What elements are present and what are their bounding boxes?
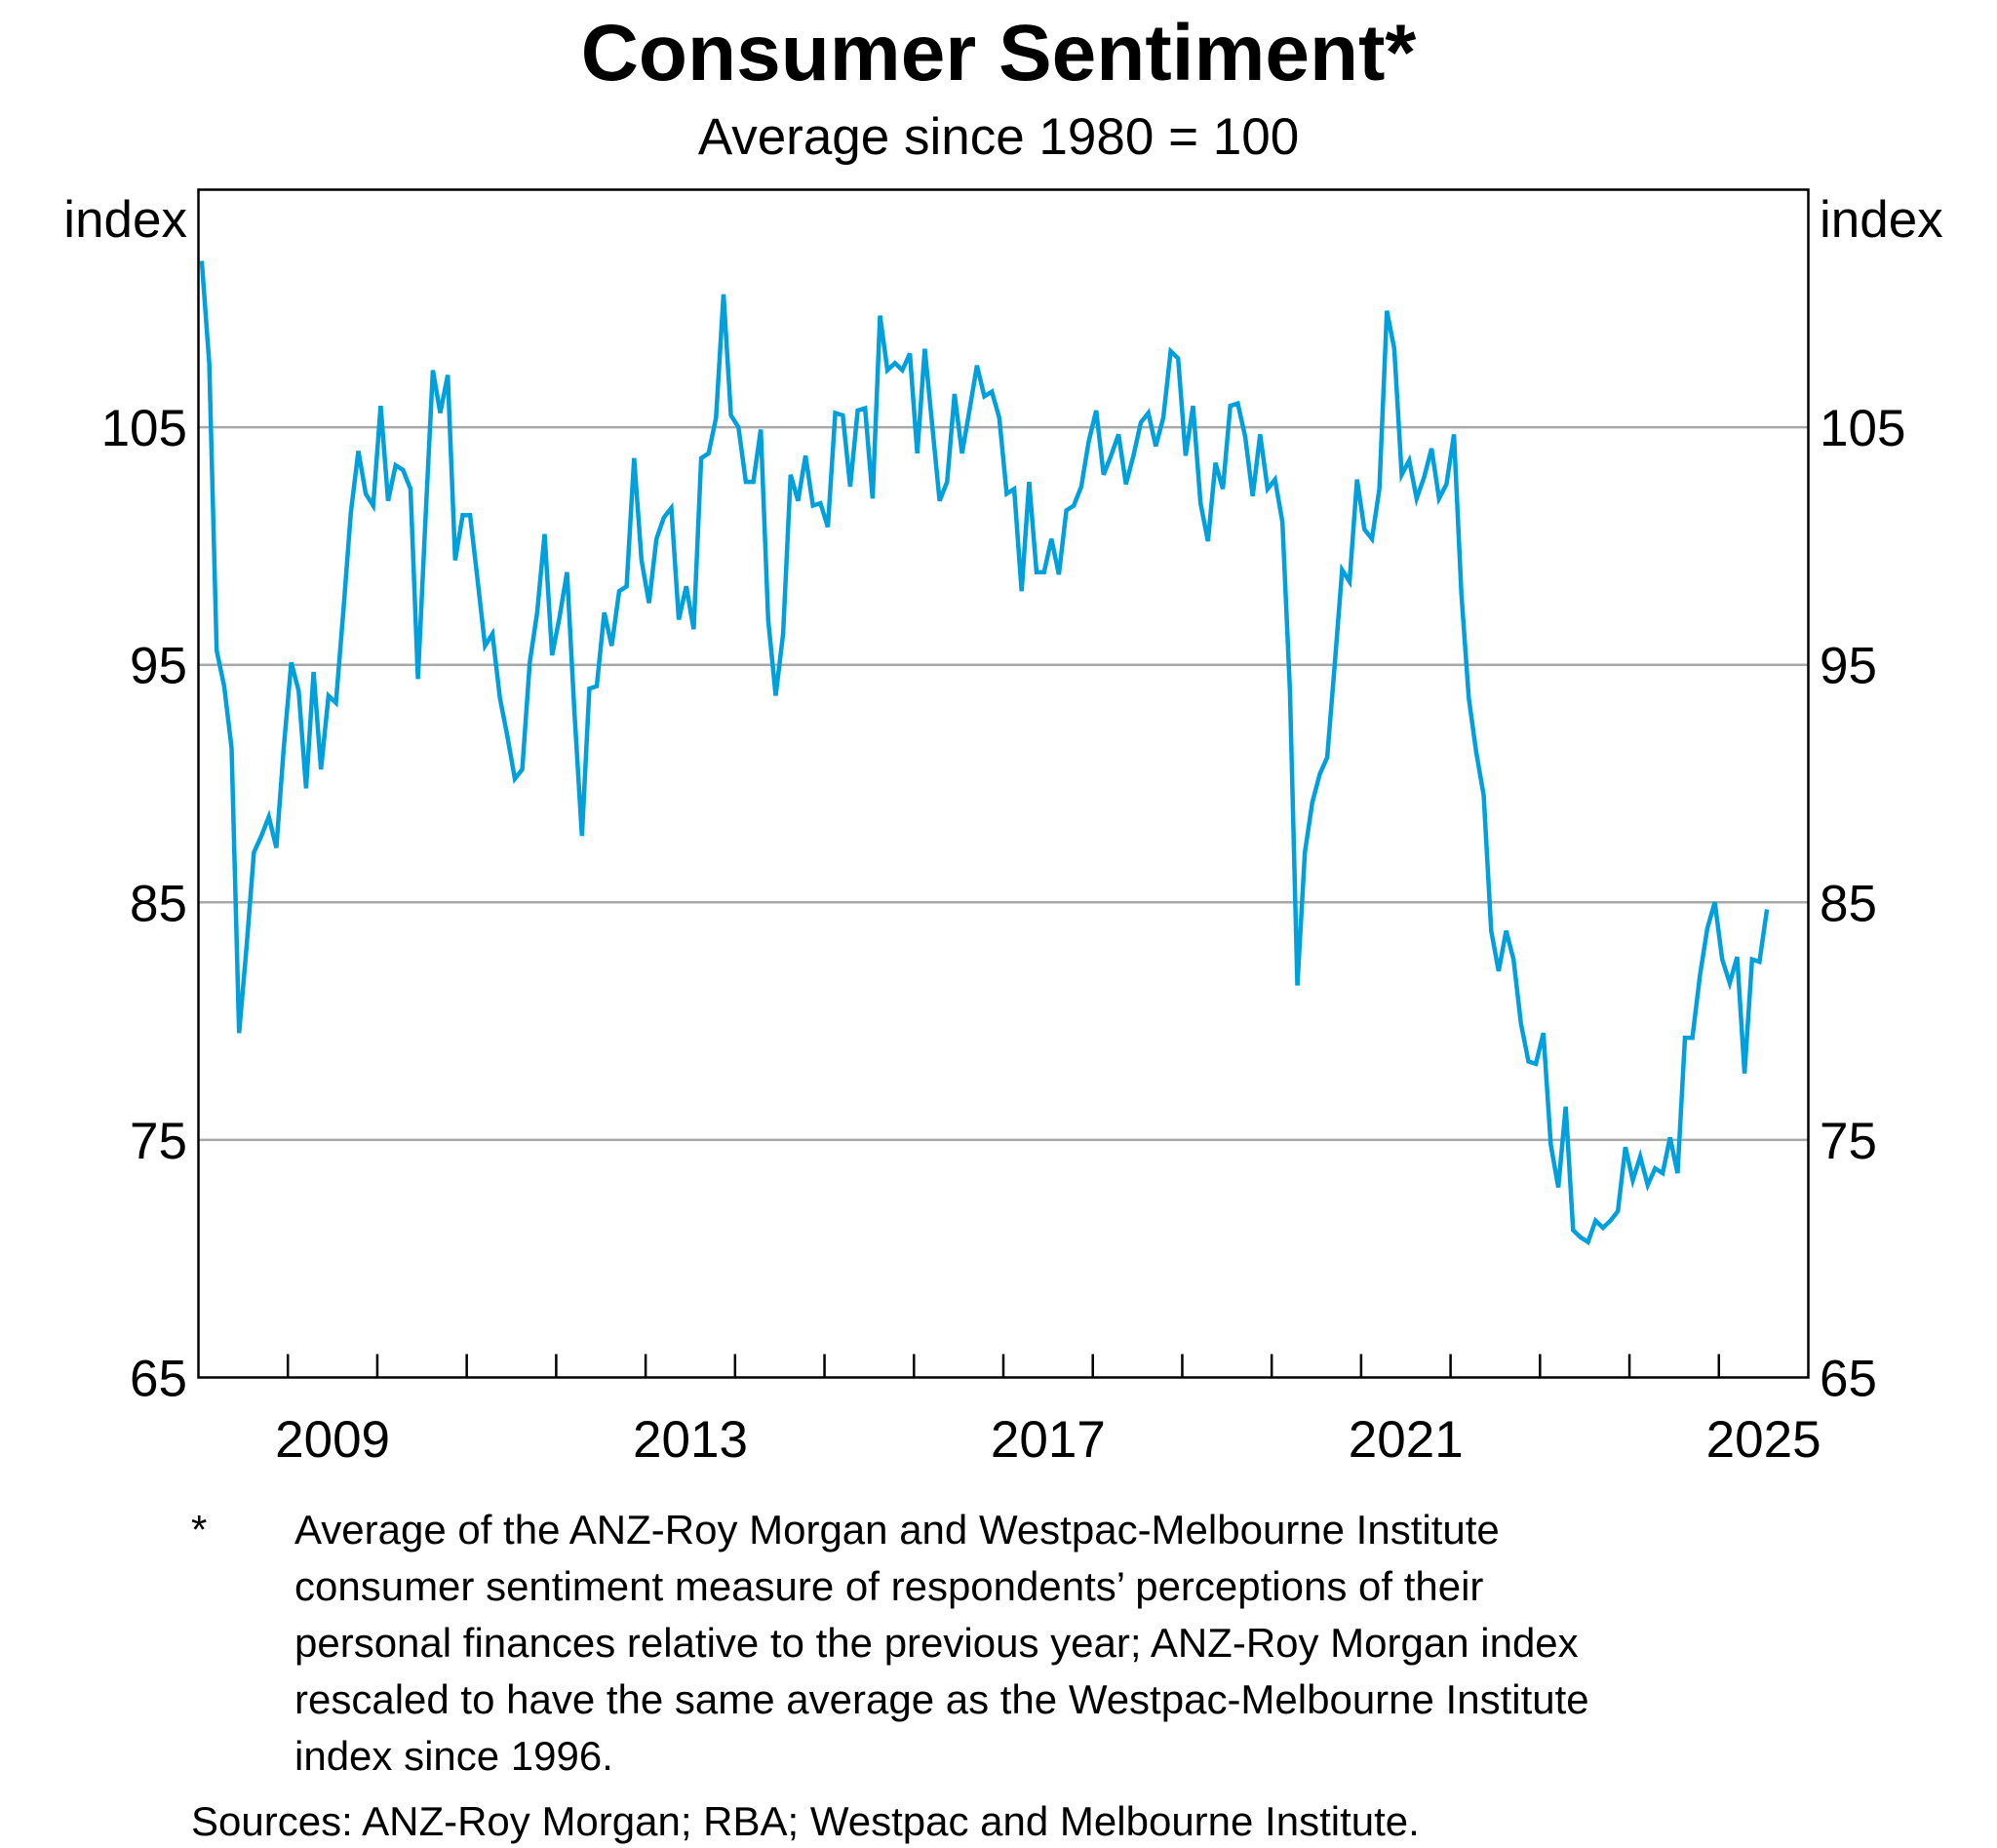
footnote-line-3: personal finances relative to the previo… bbox=[294, 1620, 1579, 1666]
tick-labels: 65 65 75 75 85 85 95 95 105 105 2009 2013 2017 2021 20… bbox=[101, 400, 1906, 1469]
y-tick-label-right-95: 95 bbox=[1820, 638, 1877, 695]
y-tick-label-left-65: 65 bbox=[130, 1351, 187, 1408]
plot-frame bbox=[197, 188, 1810, 1379]
y-tick-label-left-85: 85 bbox=[130, 875, 187, 932]
gridlines bbox=[198, 425, 1809, 1142]
series-layer bbox=[199, 260, 1770, 1246]
left-axis-unit: index bbox=[63, 191, 187, 249]
sources-note: Sources: ANZ-Roy Morgan; RBA; Westpac an… bbox=[191, 1798, 1420, 1844]
x-tick-label-2013: 2013 bbox=[633, 1411, 748, 1469]
sentiment-line bbox=[199, 260, 1770, 1246]
y-tick-label-right-105: 105 bbox=[1820, 400, 1905, 457]
footnote-line-2: consumer sentiment measure of respondent… bbox=[294, 1563, 1483, 1609]
axis-ticks bbox=[286, 1354, 1721, 1378]
chart-title: Consumer Sentiment* bbox=[581, 9, 1417, 98]
y-tick-label-left-105: 105 bbox=[101, 400, 187, 457]
y-tick-label-left-75: 75 bbox=[130, 1113, 187, 1170]
chart-subtitle: Average since 1980 = 100 bbox=[698, 108, 1299, 166]
y-tick-label-left-95: 95 bbox=[130, 638, 187, 695]
y-tick-label-right-65: 65 bbox=[1820, 1351, 1877, 1408]
footnote-line-5: index since 1996. bbox=[294, 1733, 613, 1779]
y-tick-label-right-85: 85 bbox=[1820, 875, 1877, 932]
footnote-marker: * bbox=[191, 1507, 207, 1553]
x-tick-label-2025: 2025 bbox=[1706, 1411, 1821, 1469]
footnote-line-4: rescaled to have the same average as the… bbox=[294, 1676, 1589, 1722]
y-tick-label-right-75: 75 bbox=[1820, 1113, 1877, 1170]
x-tick-label-2017: 2017 bbox=[991, 1411, 1106, 1469]
x-tick-label-2021: 2021 bbox=[1349, 1411, 1464, 1469]
right-axis-unit: index bbox=[1820, 191, 1943, 249]
footnote-line-1: Average of the ANZ-Roy Morgan and Westpa… bbox=[294, 1507, 1500, 1553]
x-tick-label-2009: 2009 bbox=[275, 1411, 390, 1469]
